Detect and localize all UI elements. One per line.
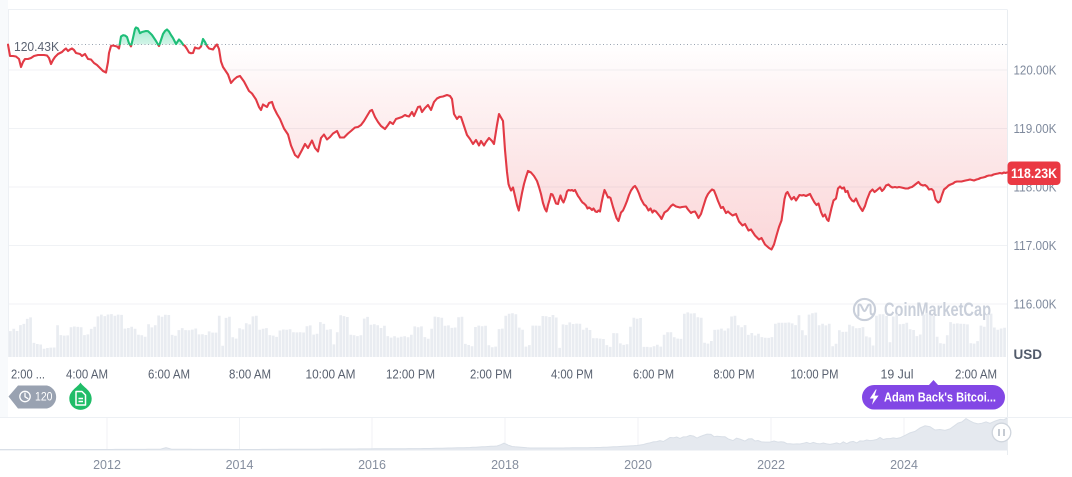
svg-text:2:00 PM: 2:00 PM [470, 367, 512, 382]
svg-text:8:00 PM: 8:00 PM [714, 367, 755, 382]
svg-text:10:00 AM: 10:00 AM [306, 367, 356, 382]
svg-text:2:00 ...: 2:00 ... [11, 367, 45, 382]
svg-text:CoinMarketCap: CoinMarketCap [884, 299, 991, 321]
svg-text:2014: 2014 [226, 458, 254, 472]
svg-text:2016: 2016 [358, 458, 386, 472]
svg-text:2020: 2020 [624, 458, 652, 472]
svg-text:2022: 2022 [757, 458, 785, 472]
svg-text:2:00 AM: 2:00 AM [955, 367, 997, 382]
svg-text:117.00K: 117.00K [1014, 238, 1057, 253]
svg-text:6:00 AM: 6:00 AM [148, 367, 190, 382]
svg-text:10:00 PM: 10:00 PM [791, 367, 839, 382]
svg-text:2012: 2012 [93, 458, 121, 472]
svg-text:19 Jul: 19 Jul [881, 367, 914, 382]
svg-text:2018: 2018 [491, 458, 519, 472]
svg-text:USD: USD [1014, 347, 1043, 362]
svg-text:116.00K: 116.00K [1014, 297, 1057, 312]
svg-text:2024: 2024 [890, 458, 918, 472]
svg-text:4:00 AM: 4:00 AM [66, 367, 108, 382]
svg-text:120: 120 [35, 390, 53, 404]
svg-text:4:00 PM: 4:00 PM [551, 367, 593, 382]
svg-text:8:00 AM: 8:00 AM [229, 367, 271, 382]
svg-text:120.43K: 120.43K [14, 40, 60, 54]
svg-text:118.23K: 118.23K [1011, 166, 1057, 181]
svg-text:Adam Back's Bitcoi...: Adam Back's Bitcoi... [884, 390, 996, 405]
svg-text:12:00 PM: 12:00 PM [386, 367, 435, 382]
svg-text:120.00K: 120.00K [1014, 63, 1057, 78]
svg-text:6:00 PM: 6:00 PM [633, 367, 674, 382]
svg-text:119.00K: 119.00K [1014, 121, 1057, 136]
